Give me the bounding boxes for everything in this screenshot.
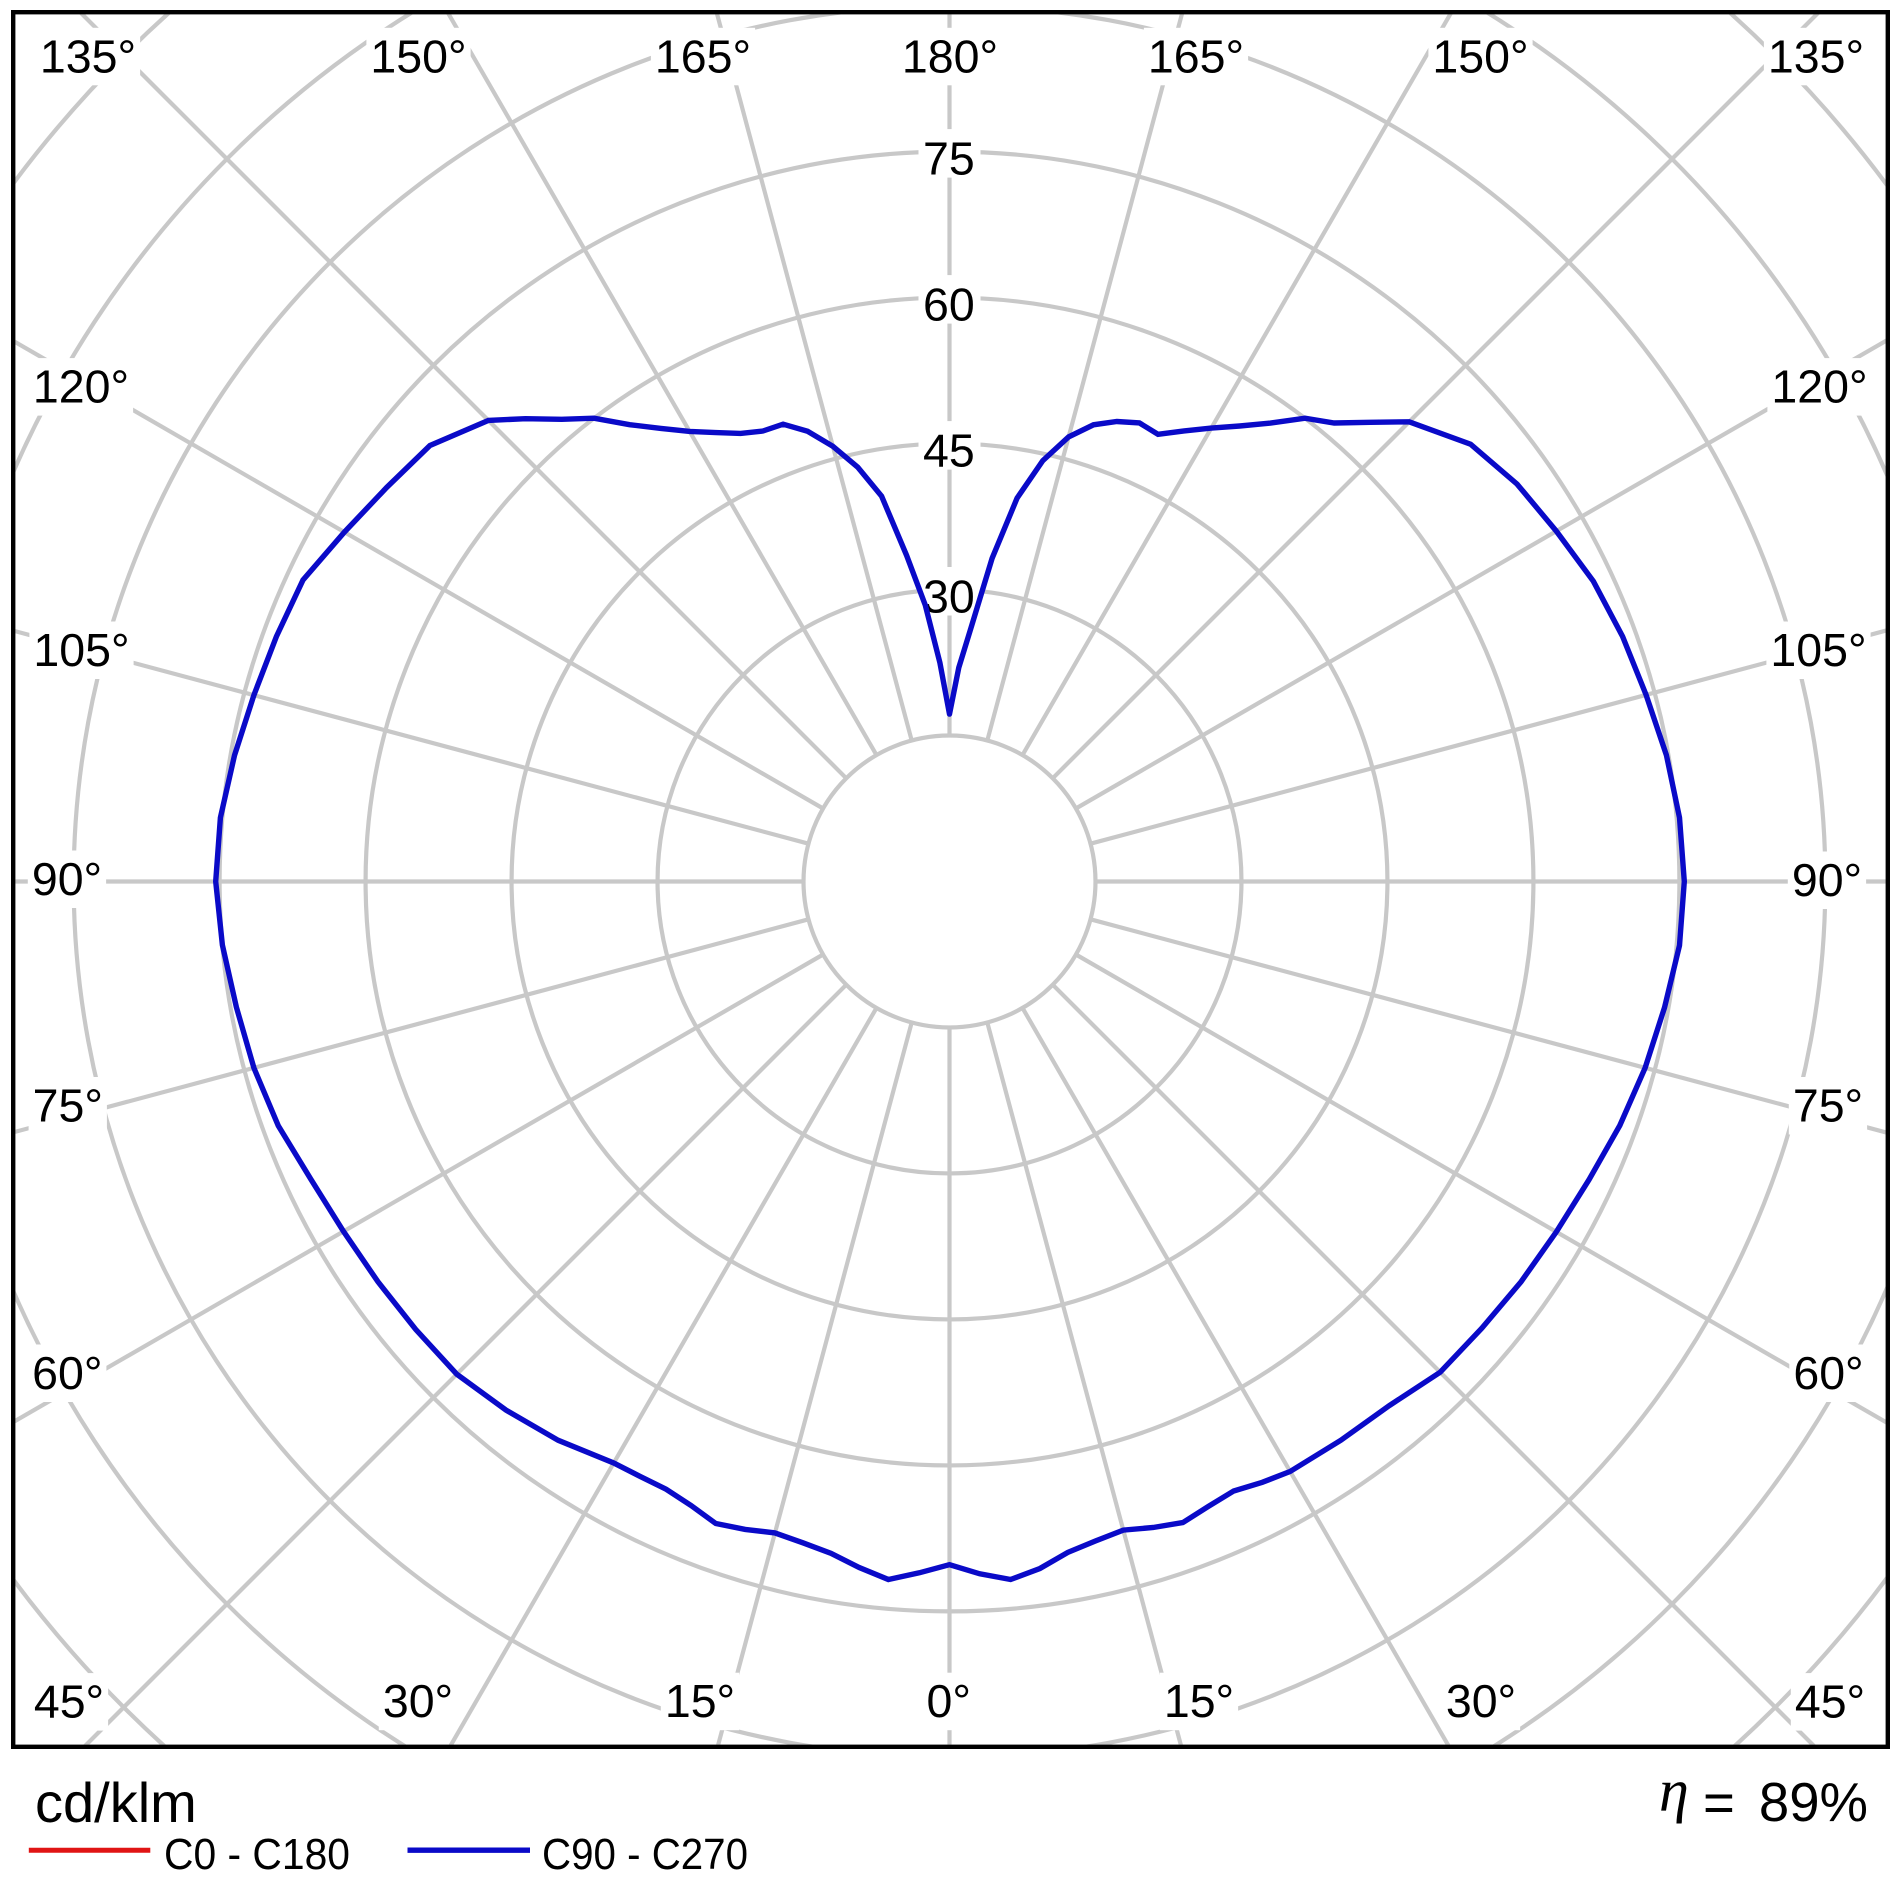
svg-text:45°: 45° bbox=[34, 1676, 104, 1728]
svg-text:C0 - C180: C0 - C180 bbox=[164, 1830, 350, 1879]
svg-text:60°: 60° bbox=[1793, 1347, 1863, 1399]
svg-text:90°: 90° bbox=[1792, 854, 1862, 906]
svg-text:75°: 75° bbox=[33, 1080, 103, 1132]
svg-text:60°: 60° bbox=[32, 1347, 102, 1399]
svg-text:75: 75 bbox=[923, 133, 975, 185]
svg-text:105°: 105° bbox=[1770, 624, 1866, 676]
svg-text:cd/klm: cd/klm bbox=[35, 1771, 197, 1834]
svg-text:180°: 180° bbox=[902, 30, 998, 82]
svg-text:15°: 15° bbox=[1164, 1675, 1234, 1727]
svg-text:η: η bbox=[1659, 1758, 1689, 1824]
svg-text:0°: 0° bbox=[926, 1675, 970, 1727]
svg-text:165°: 165° bbox=[1148, 30, 1244, 82]
svg-text:=: = bbox=[1703, 1772, 1735, 1833]
svg-text:120°: 120° bbox=[33, 361, 129, 413]
svg-text:C90 - C270: C90 - C270 bbox=[542, 1830, 748, 1879]
svg-text:45: 45 bbox=[923, 425, 975, 477]
svg-text:120°: 120° bbox=[1771, 361, 1867, 413]
svg-text:30°: 30° bbox=[383, 1675, 453, 1727]
svg-text:135°: 135° bbox=[40, 30, 136, 82]
svg-text:30: 30 bbox=[923, 571, 975, 623]
svg-text:165°: 165° bbox=[655, 30, 751, 82]
svg-text:89%: 89% bbox=[1759, 1772, 1868, 1833]
svg-text:75°: 75° bbox=[1793, 1080, 1863, 1132]
svg-text:45°: 45° bbox=[1795, 1676, 1865, 1728]
svg-text:150°: 150° bbox=[1432, 30, 1528, 82]
svg-text:135°: 135° bbox=[1768, 30, 1864, 82]
svg-text:90°: 90° bbox=[32, 853, 102, 905]
svg-text:15°: 15° bbox=[665, 1675, 735, 1727]
svg-text:105°: 105° bbox=[33, 624, 129, 676]
svg-text:30°: 30° bbox=[1446, 1675, 1516, 1727]
svg-text:60: 60 bbox=[923, 279, 975, 331]
svg-text:150°: 150° bbox=[370, 30, 466, 82]
